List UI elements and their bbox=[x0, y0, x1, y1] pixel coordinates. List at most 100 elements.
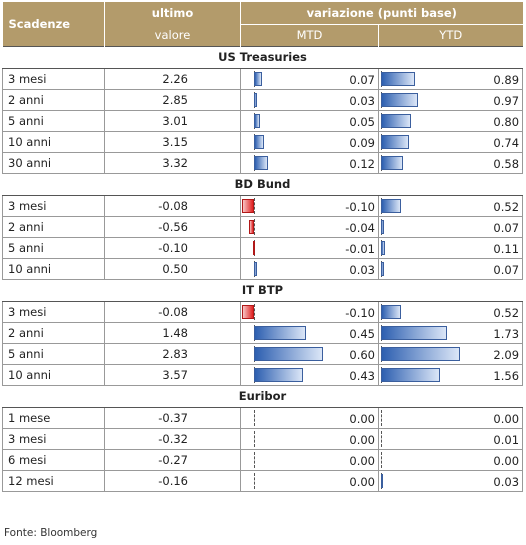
table-row: 10 anni 3.57 0.43 1.56 bbox=[2, 364, 524, 386]
ytd-cell: 0.11 bbox=[378, 237, 524, 259]
maturity-label: 5 anni bbox=[2, 343, 105, 365]
mtd-value: 0.05 bbox=[349, 114, 375, 129]
rates-table-wrapper: Scadenze ultimo variazione (punti base) … bbox=[2, 2, 524, 492]
ytd-bar bbox=[381, 219, 384, 234]
source-note: Fonte: Bloomberg bbox=[4, 527, 98, 539]
mtd-value: 0.07 bbox=[349, 72, 375, 87]
mtd-value: -0.04 bbox=[345, 220, 375, 235]
table-row: 5 anni 3.01 0.05 0.80 bbox=[2, 110, 524, 132]
table-row: 6 mesi -0.27 0.00 0.00 bbox=[2, 449, 524, 471]
mtd-cell: 0.12 bbox=[240, 152, 379, 174]
mtd-bar bbox=[254, 92, 257, 107]
header-ytd: YTD bbox=[378, 23, 523, 46]
maturity-label: 3 mesi bbox=[2, 68, 105, 90]
ytd-cell: 0.58 bbox=[378, 152, 524, 174]
ytd-value: 2.09 bbox=[493, 347, 520, 362]
table-row: 10 anni 0.50 0.03 0.07 bbox=[2, 258, 524, 280]
table-row: 10 anni 3.15 0.09 0.74 bbox=[2, 131, 524, 153]
ytd-value: 0.07 bbox=[493, 220, 520, 235]
table-header: Scadenze ultimo variazione (punti base) … bbox=[2, 2, 523, 46]
mtd-zero-axis bbox=[254, 472, 255, 489]
mtd-cell: 0.07 bbox=[240, 68, 379, 90]
mtd-cell: 0.00 bbox=[240, 470, 379, 492]
last-value: -0.32 bbox=[104, 428, 241, 450]
ytd-cell: 1.73 bbox=[378, 322, 524, 344]
ytd-bar bbox=[381, 240, 385, 255]
mtd-zero-axis bbox=[254, 409, 255, 426]
group-row: US Treasuries bbox=[2, 45, 523, 69]
table-row: 2 anni 1.48 0.45 1.73 bbox=[2, 322, 524, 344]
mtd-bar bbox=[254, 325, 306, 340]
ytd-bar bbox=[381, 134, 409, 149]
maturity-label: 3 mesi bbox=[2, 195, 105, 217]
mtd-value: -0.10 bbox=[345, 305, 375, 320]
ytd-bar bbox=[381, 367, 440, 382]
ytd-cell: 0.03 bbox=[378, 470, 524, 492]
ytd-cell: 0.00 bbox=[378, 407, 524, 429]
maturity-label: 10 anni bbox=[2, 258, 105, 280]
ytd-cell: 0.52 bbox=[378, 195, 524, 217]
mtd-value: -0.01 bbox=[345, 241, 375, 256]
mtd-bar bbox=[254, 261, 257, 276]
mtd-value: 0.43 bbox=[349, 368, 375, 383]
ytd-cell: 0.89 bbox=[378, 68, 524, 90]
last-value: 3.15 bbox=[104, 131, 241, 153]
mtd-cell: -0.10 bbox=[240, 195, 379, 217]
ytd-cell: 0.07 bbox=[378, 258, 524, 280]
last-value: -0.27 bbox=[104, 449, 241, 471]
maturity-label: 3 mesi bbox=[2, 428, 105, 450]
mtd-cell: 0.00 bbox=[240, 407, 379, 429]
ytd-value: 1.56 bbox=[493, 368, 520, 383]
group-row: Euribor bbox=[2, 384, 523, 408]
ytd-value: 0.52 bbox=[493, 305, 520, 320]
mtd-bar bbox=[254, 113, 260, 128]
mtd-value: 0.03 bbox=[349, 93, 375, 108]
mtd-value: 0.00 bbox=[349, 453, 375, 468]
group-title: IT BTP bbox=[2, 278, 523, 302]
maturity-label: 6 mesi bbox=[2, 449, 105, 471]
ytd-value: 0.07 bbox=[493, 262, 520, 277]
ytd-value: 1.73 bbox=[493, 326, 520, 341]
rates-table: Scadenze ultimo variazione (punti base) … bbox=[2, 2, 524, 492]
ytd-bar bbox=[381, 155, 403, 170]
mtd-bar bbox=[254, 71, 262, 86]
mtd-zero-axis bbox=[254, 303, 255, 320]
maturity-label: 30 anni bbox=[2, 152, 105, 174]
maturity-label: 12 mesi bbox=[2, 470, 105, 492]
last-value: -0.10 bbox=[104, 237, 241, 259]
maturity-label: 5 anni bbox=[2, 237, 105, 259]
group-title: BD Bund bbox=[2, 172, 523, 196]
ytd-value: 0.89 bbox=[493, 72, 520, 87]
ytd-value: 0.52 bbox=[493, 199, 520, 214]
table-row: 3 mesi -0.08 -0.10 0.52 bbox=[2, 301, 524, 323]
table-row: 5 anni 2.83 0.60 2.09 bbox=[2, 343, 524, 365]
last-value: 2.26 bbox=[104, 68, 241, 90]
ytd-bar bbox=[381, 346, 460, 361]
maturity-label: 2 anni bbox=[2, 322, 105, 344]
ytd-cell: 0.00 bbox=[378, 449, 524, 471]
mtd-bar bbox=[253, 240, 255, 255]
mtd-bar bbox=[254, 134, 264, 149]
ytd-value: 0.58 bbox=[493, 156, 520, 171]
mtd-bar bbox=[254, 346, 323, 361]
header-valore: valore bbox=[104, 24, 241, 46]
maturity-label: 10 anni bbox=[2, 131, 105, 153]
ytd-value: 0.74 bbox=[493, 135, 520, 150]
mtd-value: 0.00 bbox=[349, 432, 375, 447]
mtd-bar bbox=[242, 304, 254, 319]
ytd-bar bbox=[381, 71, 415, 86]
maturity-label: 1 mese bbox=[2, 407, 105, 429]
mtd-cell: 0.45 bbox=[240, 322, 379, 344]
mtd-cell: 0.43 bbox=[240, 364, 379, 386]
table-row: 2 anni 2.85 0.03 0.97 bbox=[2, 89, 524, 111]
last-value: 3.32 bbox=[104, 152, 241, 174]
mtd-cell: 0.60 bbox=[240, 343, 379, 365]
last-value: 1.48 bbox=[104, 322, 241, 344]
last-value: -0.56 bbox=[104, 216, 241, 238]
table-row: 30 anni 3.32 0.12 0.58 bbox=[2, 152, 524, 174]
header-ultimo: ultimo bbox=[104, 2, 241, 24]
ytd-cell: 0.07 bbox=[378, 216, 524, 238]
ytd-cell: 0.74 bbox=[378, 131, 524, 153]
mtd-value: 0.03 bbox=[349, 262, 375, 277]
group-title: Euribor bbox=[2, 384, 523, 408]
